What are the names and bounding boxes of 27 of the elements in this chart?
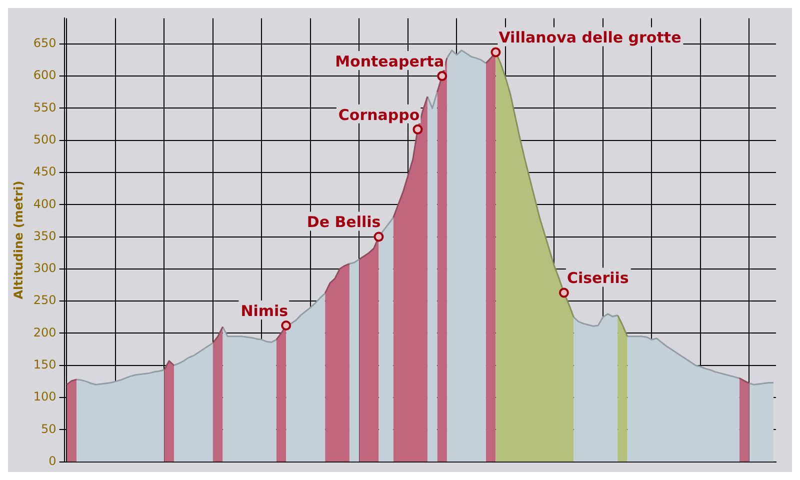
point	[412, 124, 423, 134]
data-label: Villanova delle grotte	[498, 28, 682, 47]
y-tick-label: 400	[33, 196, 56, 211]
y-tick-label: 50	[41, 422, 56, 436]
data-label: Ciseriis	[566, 269, 629, 288]
y-tick-label: 550	[33, 100, 56, 114]
data-label: Nimis	[240, 302, 288, 320]
y-tick-label: 100	[33, 390, 56, 404]
point	[490, 47, 501, 58]
data-label: Monteaperta	[335, 52, 444, 70]
y-tick-label: 250	[33, 293, 56, 308]
y-tick-label: 650	[33, 36, 56, 50]
y-tick-label: 0	[48, 454, 56, 468]
y-axis-title: Altitudine (metri)	[11, 180, 26, 300]
y-tick-label: 150	[33, 357, 56, 372]
point	[281, 320, 292, 331]
data-label: Cornappo	[338, 106, 420, 124]
y-tick-label: 200	[33, 325, 56, 340]
y-tick-label: 350	[33, 228, 56, 243]
y-tick-label: 300	[33, 261, 56, 276]
point	[437, 71, 448, 82]
data-label: De Bellis	[306, 213, 381, 232]
y-tick-label: 500	[33, 132, 56, 146]
point	[558, 288, 569, 298]
point	[374, 232, 384, 242]
y-tick-label: 450	[33, 164, 56, 179]
y-tick-label: 600	[33, 68, 56, 82]
